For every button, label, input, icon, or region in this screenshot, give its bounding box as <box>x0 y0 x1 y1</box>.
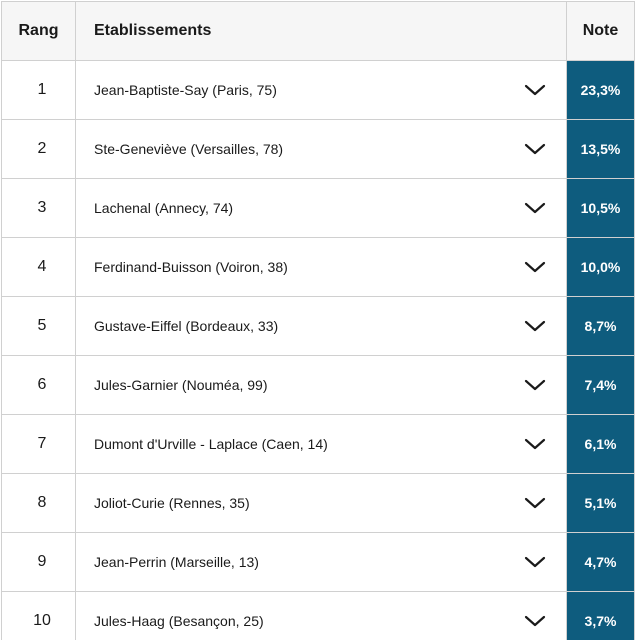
establishment-name: Lachenal (Annecy, 74) <box>94 200 234 216</box>
rank-cell: 1 <box>1 60 76 120</box>
establishment-name: Joliot-Curie (Rennes, 35) <box>94 495 250 511</box>
chevron-down-icon[interactable] <box>524 84 546 96</box>
establishment-cell[interactable]: Gustave-Eiffel (Bordeaux, 33) <box>75 296 567 356</box>
table-row: 4 Ferdinand-Buisson (Voiron, 38) 10,0% <box>1 237 635 297</box>
establishment-cell[interactable]: Ste-Geneviève (Versailles, 78) <box>75 119 567 179</box>
rank-cell: 7 <box>1 414 76 474</box>
establishment-name: Ste-Geneviève (Versailles, 78) <box>94 141 284 157</box>
chevron-down-icon[interactable] <box>524 261 546 273</box>
establishment-name: Jean-Baptiste-Say (Paris, 75) <box>94 82 277 98</box>
note-badge: 10,5% <box>566 178 635 238</box>
note-badge: 8,7% <box>566 296 635 356</box>
establishment-cell[interactable]: Joliot-Curie (Rennes, 35) <box>75 473 567 533</box>
establishment-name: Jules-Haag (Besançon, 25) <box>94 613 264 629</box>
establishment-name: Dumont d'Urville - Laplace (Caen, 14) <box>94 436 328 452</box>
chevron-down-icon[interactable] <box>524 202 546 214</box>
establishment-cell[interactable]: Ferdinand-Buisson (Voiron, 38) <box>75 237 567 297</box>
rank-cell: 3 <box>1 178 76 238</box>
chevron-down-icon[interactable] <box>524 320 546 332</box>
establishment-name: Gustave-Eiffel (Bordeaux, 33) <box>94 318 279 334</box>
chevron-down-icon[interactable] <box>524 556 546 568</box>
establishment-name: Jules-Garnier (Nouméa, 99) <box>94 377 268 393</box>
establishment-name: Ferdinand-Buisson (Voiron, 38) <box>94 259 288 275</box>
note-badge: 7,4% <box>566 355 635 415</box>
table-header-row: Rang Etablissements Note <box>1 1 635 61</box>
header-rank: Rang <box>1 1 76 61</box>
table-row: 7 Dumont d'Urville - Laplace (Caen, 14) … <box>1 414 635 474</box>
chevron-down-icon[interactable] <box>524 615 546 627</box>
table-row: 2 Ste-Geneviève (Versailles, 78) 13,5% <box>1 119 635 179</box>
rank-cell: 6 <box>1 355 76 415</box>
note-badge: 3,7% <box>566 591 635 640</box>
establishment-cell[interactable]: Dumont d'Urville - Laplace (Caen, 14) <box>75 414 567 474</box>
establishment-cell[interactable]: Lachenal (Annecy, 74) <box>75 178 567 238</box>
note-badge: 13,5% <box>566 119 635 179</box>
table-row: 3 Lachenal (Annecy, 74) 10,5% <box>1 178 635 238</box>
table-row: 5 Gustave-Eiffel (Bordeaux, 33) 8,7% <box>1 296 635 356</box>
rank-cell: 10 <box>1 591 76 640</box>
note-badge: 6,1% <box>566 414 635 474</box>
rank-cell: 2 <box>1 119 76 179</box>
table-row: 6 Jules-Garnier (Nouméa, 99) 7,4% <box>1 355 635 415</box>
chevron-down-icon[interactable] <box>524 497 546 509</box>
rank-cell: 8 <box>1 473 76 533</box>
table-row: 1 Jean-Baptiste-Say (Paris, 75) 23,3% <box>1 60 635 120</box>
establishment-cell[interactable]: Jules-Garnier (Nouméa, 99) <box>75 355 567 415</box>
rank-cell: 5 <box>1 296 76 356</box>
table-row: 9 Jean-Perrin (Marseille, 13) 4,7% <box>1 532 635 592</box>
chevron-down-icon[interactable] <box>524 379 546 391</box>
note-badge: 23,3% <box>566 60 635 120</box>
establishment-name: Jean-Perrin (Marseille, 13) <box>94 554 259 570</box>
table-row: 8 Joliot-Curie (Rennes, 35) 5,1% <box>1 473 635 533</box>
establishment-cell[interactable]: Jules-Haag (Besançon, 25) <box>75 591 567 640</box>
table-row: 10 Jules-Haag (Besançon, 25) 3,7% <box>1 591 635 640</box>
note-badge: 5,1% <box>566 473 635 533</box>
establishment-cell[interactable]: Jean-Perrin (Marseille, 13) <box>75 532 567 592</box>
note-badge: 4,7% <box>566 532 635 592</box>
header-establishment: Etablissements <box>75 1 567 61</box>
rank-cell: 4 <box>1 237 76 297</box>
chevron-down-icon[interactable] <box>524 438 546 450</box>
note-badge: 10,0% <box>566 237 635 297</box>
establishment-cell[interactable]: Jean-Baptiste-Say (Paris, 75) <box>75 60 567 120</box>
rank-cell: 9 <box>1 532 76 592</box>
header-note: Note <box>566 1 635 61</box>
chevron-down-icon[interactable] <box>524 143 546 155</box>
